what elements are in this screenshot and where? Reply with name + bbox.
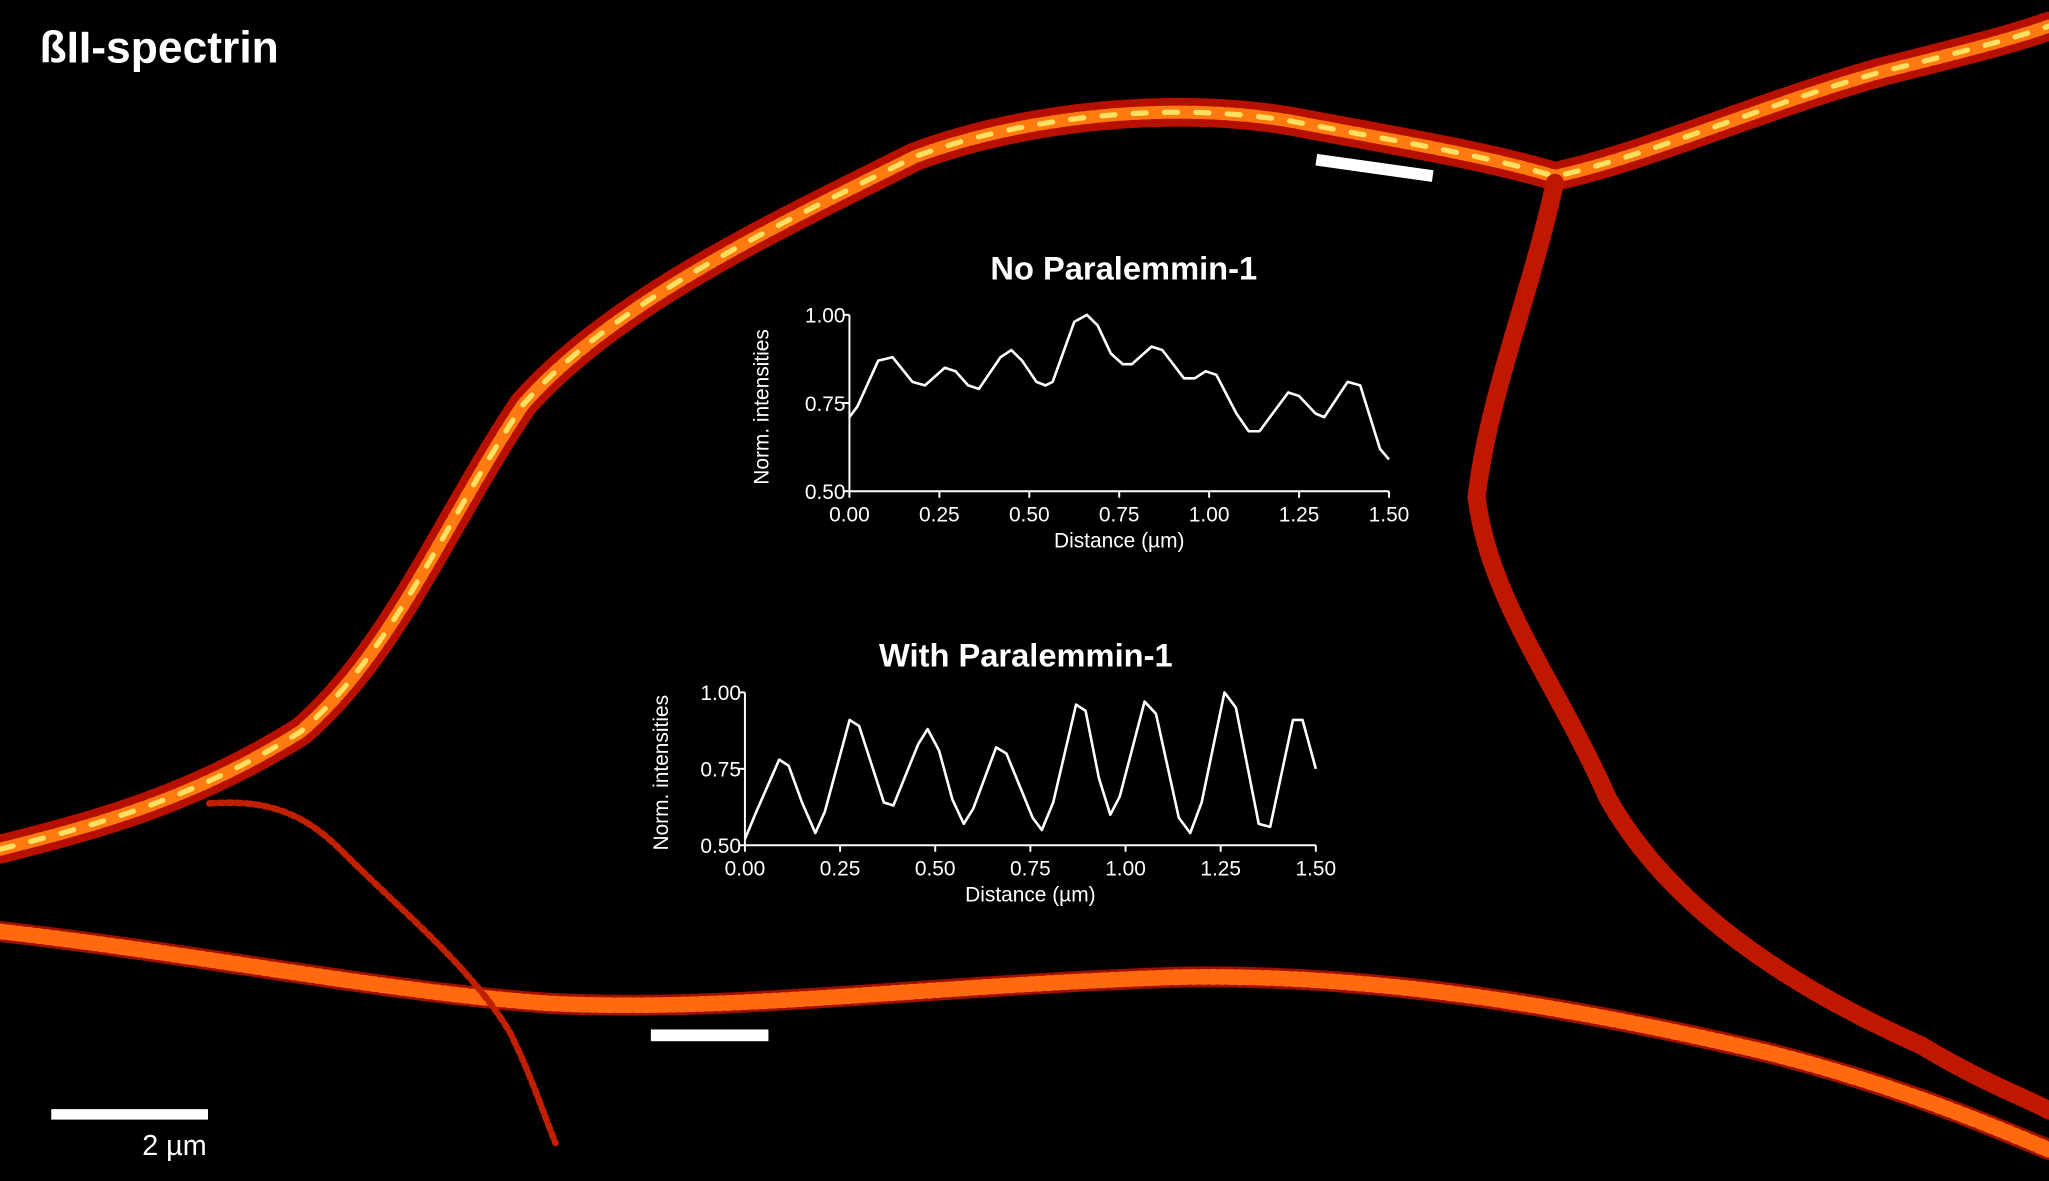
y-tick-label: 0.50	[700, 835, 741, 858]
x-tick-label: 1.25	[1279, 503, 1320, 526]
chart-title: No Paralemmin-1	[990, 250, 1257, 287]
y-tick-label: 0.75	[700, 759, 741, 782]
x-tick-label: 0.50	[1009, 503, 1050, 526]
profile-marker	[1315, 153, 1434, 182]
x-tick-label: 1.00	[1105, 857, 1146, 880]
x-tick-label: 1.25	[1200, 857, 1241, 880]
microscopy-image	[0, 11, 2049, 1161]
fiber	[1467, 173, 2049, 1120]
x-tick-label: 0.75	[1010, 857, 1051, 880]
x-tick-label: 1.50	[1295, 857, 1336, 880]
fiber-periodic	[0, 923, 2049, 1158]
x-tick-label: 0.75	[1099, 503, 1140, 526]
x-tick-label: 0.25	[820, 857, 861, 880]
fiber-bright	[0, 23, 2049, 852]
y-tick-label: 0.75	[805, 393, 846, 416]
y-tick-label: 1.00	[700, 682, 741, 705]
chart-title: With Paralemmin-1	[879, 636, 1173, 673]
x-tick-label: 0.50	[915, 857, 956, 880]
x-axis-label: Distance (µm)	[1054, 529, 1184, 552]
data-line	[743, 691, 1318, 840]
x-tick-label: 0.00	[725, 857, 766, 880]
x-tick-label: 1.00	[1189, 503, 1230, 526]
data-line	[848, 313, 1390, 461]
y-axis-label: Norm. intensities	[750, 329, 773, 485]
x-tick-label: 1.50	[1369, 503, 1410, 526]
x-tick-label: 0.25	[919, 503, 960, 526]
y-tick-label: 1.00	[805, 305, 846, 328]
image-label: ßII-spectrin	[39, 24, 278, 73]
x-axis-label: Distance (µm)	[965, 883, 1095, 906]
y-tick-label: 0.50	[805, 481, 846, 504]
scale-bar	[51, 1109, 208, 1120]
scale-bar-label: 2 µm	[142, 1130, 206, 1162]
profile-marker	[650, 1029, 769, 1042]
fiber	[206, 799, 559, 1147]
x-tick-label: 0.00	[829, 503, 870, 526]
y-axis-label: Norm. intensities	[650, 695, 673, 851]
